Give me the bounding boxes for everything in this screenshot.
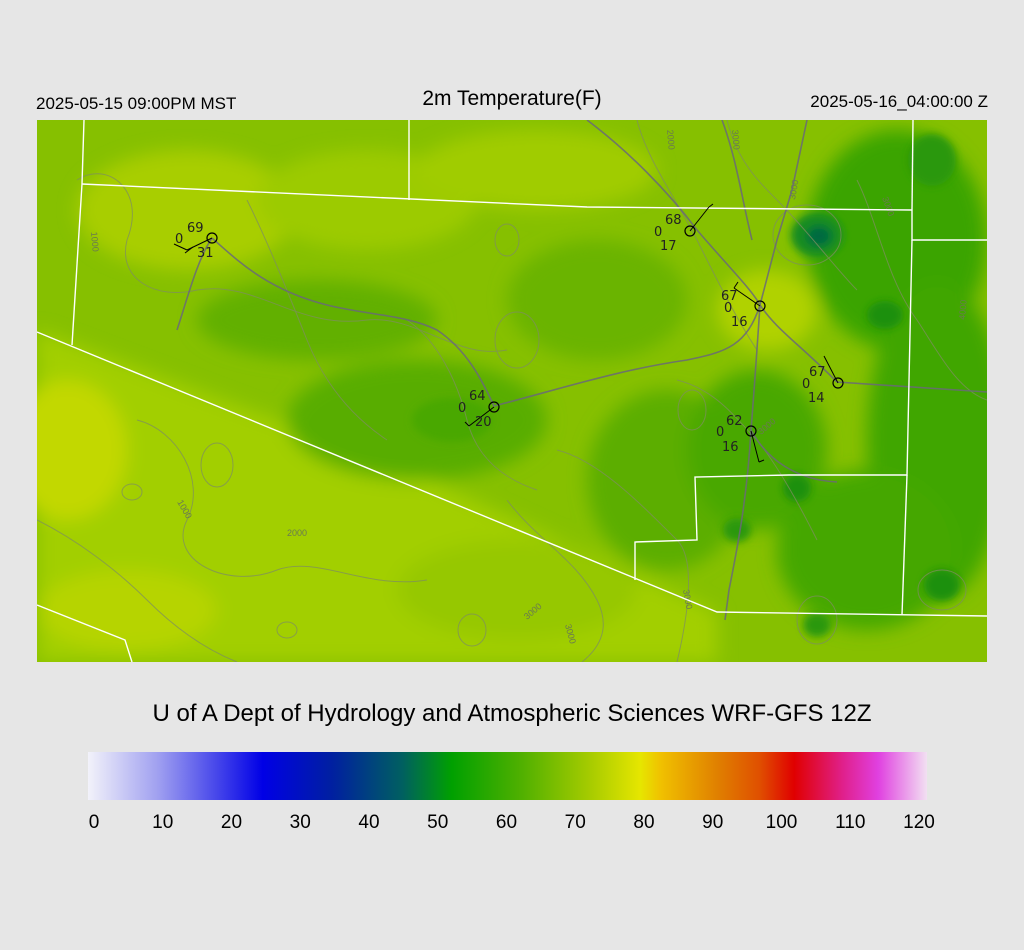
contour-label: 2000 [287, 528, 307, 538]
colorbar-tick-label: 90 [702, 812, 724, 833]
cold-mountain-pockets [412, 134, 960, 637]
temperature-shading [37, 130, 987, 662]
station-dewpoint: 17 [660, 239, 677, 254]
station-cloud: 0 [802, 377, 810, 392]
station-plot: 62 0 16 [716, 414, 765, 463]
station-temp: 62 [726, 414, 743, 429]
station-plot: 69 0 31 [173, 221, 218, 261]
colorbar-tick-label: 20 [220, 812, 243, 833]
colorbar-labels: 0 10 20 30 40 50 60 70 80 90 100 110 120 [0, 812, 1024, 838]
station-cloud: 0 [175, 232, 183, 247]
station-cloud: 0 [458, 401, 466, 416]
colorbar-tick-label: 10 [152, 812, 174, 833]
colorbar-tick-label: 60 [495, 812, 518, 833]
station-dewpoint: 31 [197, 246, 214, 261]
station-plot: 64 0 20 [458, 389, 500, 430]
station-plots: 69 0 31 68 0 17 67 0 16 64 0 20 [173, 203, 844, 463]
station-temp: 69 [187, 221, 204, 236]
valid-time-local: 2025-05-15 09:00PM MST [36, 94, 237, 113]
roads [176, 120, 987, 621]
map-svg: 1000 1000 2000 3000 3000 2000 3000 3000 … [37, 120, 987, 662]
contour-label: 2000 [665, 129, 677, 150]
contour-label: 3000 [730, 129, 742, 150]
station-temp: 67 [721, 289, 738, 304]
station-plot: 67 0 16 [721, 281, 766, 330]
terrain-contours [37, 120, 987, 662]
colorbar-tick-label: 40 [358, 812, 380, 833]
boundaries [37, 120, 987, 662]
station-plot: 67 0 14 [802, 355, 844, 406]
station-cloud: 0 [724, 301, 732, 316]
colorbar-tick-label: 50 [427, 812, 449, 833]
colorbar-tick-label: 110 [835, 812, 866, 833]
station-cloud: 0 [654, 225, 662, 240]
station-dewpoint: 14 [808, 391, 825, 406]
contour-label: 4000 [957, 299, 969, 320]
contour-label: 1000 [89, 231, 101, 252]
station-dewpoint: 16 [731, 315, 748, 330]
station-temp: 67 [809, 365, 826, 380]
colorbar-tick-label: 30 [289, 812, 311, 833]
colorbar-tick-label: 100 [765, 812, 798, 833]
temperature-map: 1000 1000 2000 3000 3000 2000 3000 3000 … [37, 120, 987, 662]
colorbar-tick-label: 120 [903, 812, 935, 833]
colorbar-tick-label: 0 [88, 812, 100, 833]
colorbar-tick-label: 70 [564, 812, 586, 833]
station-plot: 68 0 17 [654, 203, 714, 254]
colorbar-tick-label: 80 [633, 812, 655, 833]
station-temp: 64 [469, 389, 486, 404]
colorbar-gradient [88, 752, 927, 800]
temperature-colorbar [88, 752, 927, 800]
station-temp: 68 [665, 213, 682, 228]
station-cloud: 0 [716, 425, 724, 440]
station-dewpoint: 16 [722, 440, 739, 455]
map-title: 2m Temperature(F) [422, 87, 602, 110]
model-credit: U of A Dept of Hydrology and Atmospheric… [152, 700, 872, 727]
valid-time-utc: 2025-05-16_04:00:00 Z [810, 92, 988, 111]
station-dewpoint: 20 [475, 415, 492, 430]
